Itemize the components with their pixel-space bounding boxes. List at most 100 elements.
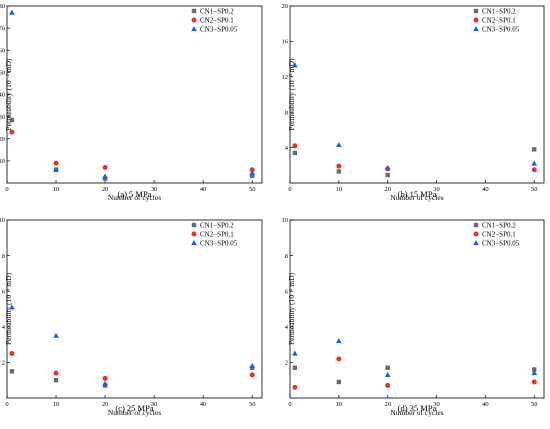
data-point [531, 167, 537, 173]
data-point [532, 147, 537, 152]
y-axis-title: Permeability (10⁻³ mD) [4, 58, 13, 131]
y-axis-title: Permeability (10⁻³ mD) [4, 272, 13, 345]
y-tick-label: 8 [2, 253, 5, 260]
data-point [53, 332, 59, 338]
legend-marker [473, 231, 479, 237]
y-tick-label: 4 [2, 324, 6, 331]
legend-marker [191, 222, 197, 228]
x-axis-title: Number of cycles [108, 193, 161, 202]
y-tick-label: 40 [0, 92, 5, 99]
data-point [292, 62, 298, 68]
x-tick-label: 40 [200, 401, 207, 408]
y-tick-label: 16 [282, 39, 289, 46]
data-point [335, 141, 342, 148]
y-tick-label: 2 [2, 360, 5, 367]
data-point [102, 176, 108, 181]
data-point [531, 370, 538, 376]
x-tick-label: 30 [433, 186, 440, 193]
y-tick-label: 12 [282, 74, 289, 81]
data-point [336, 169, 342, 174]
data-point [53, 370, 59, 376]
panel-caption: (b) 15 MPa [398, 189, 437, 199]
legend-label: CN1−SP0.2 [200, 8, 234, 16]
data-point [9, 351, 15, 356]
x-tick-label: 30 [433, 401, 440, 408]
data-point [9, 117, 15, 123]
legend-marker [191, 17, 197, 23]
y-tick-label: 6 [285, 288, 289, 295]
panel-caption: (d) 35 MPa [398, 403, 437, 413]
x-tick-label: 0 [288, 401, 291, 408]
data-point [292, 384, 298, 390]
data-point [249, 372, 255, 378]
legend-label: CN2−SP0.1 [482, 17, 516, 25]
plot-frame [289, 219, 545, 399]
legend-marker [191, 231, 197, 237]
x-tick-label: 50 [531, 186, 538, 193]
data-point [53, 378, 59, 383]
data-point [336, 163, 342, 169]
legend-label: CN1−SP0.2 [482, 8, 516, 16]
series-3 [9, 304, 256, 386]
legend-label: CN3−SP0.05 [482, 26, 520, 34]
series-2 [9, 351, 255, 381]
data-point [9, 9, 15, 15]
series-1 [292, 365, 537, 385]
x-tick-label: 0 [5, 401, 8, 408]
data-point [336, 379, 342, 385]
x-tick-label: 50 [249, 401, 256, 408]
y-tick-label: 60 [0, 47, 5, 54]
x-tick-label: 30 [151, 186, 158, 193]
legend-marker [473, 8, 479, 14]
data-point [9, 369, 15, 374]
data-point [249, 173, 255, 179]
x-tick-label: 10 [53, 186, 60, 193]
series-1 [9, 117, 255, 181]
y-tick-label: 70 [0, 25, 5, 32]
x-tick-label: 10 [336, 186, 343, 193]
series-3 [292, 62, 538, 171]
data-point [102, 173, 108, 179]
data-point [336, 356, 342, 362]
data-point [531, 160, 538, 166]
y-tick-label: 20 [0, 136, 5, 143]
y-tick-label: 10 [0, 158, 5, 165]
plot-frame [6, 219, 263, 399]
series-2 [292, 356, 537, 390]
y-tick-label: 20 [282, 3, 289, 10]
y-tick-label: 10 [282, 217, 289, 224]
legend-label: CN3−SP0.05 [200, 26, 238, 34]
x-tick-label: 50 [531, 401, 538, 408]
y-tick-label: 50 [0, 70, 5, 77]
legend-marker [191, 240, 197, 246]
data-point [249, 170, 256, 176]
x-axis-title: Number of cycles [390, 408, 443, 417]
legend-label: CN2−SP0.1 [200, 17, 234, 25]
data-point [385, 172, 390, 178]
data-point [53, 160, 59, 166]
y-tick-label: 4 [285, 145, 289, 152]
data-point [385, 383, 391, 389]
data-point [292, 150, 298, 156]
y-tick-label: 80 [0, 3, 5, 10]
x-tick-label: 40 [482, 186, 489, 193]
series-1 [292, 147, 537, 178]
data-point [385, 365, 390, 370]
y-tick-label: 10 [0, 217, 5, 224]
x-tick-label: 30 [151, 401, 158, 408]
legend-marker [473, 222, 479, 228]
y-tick-label: 6 [2, 288, 6, 295]
y-tick-label: 8 [285, 109, 288, 116]
x-tick-label: 20 [384, 186, 391, 193]
data-point [102, 375, 108, 381]
y-tick-label: 8 [285, 253, 288, 260]
data-point [292, 365, 298, 370]
legend-label: CN3−SP0.05 [482, 240, 520, 248]
legend-marker [191, 26, 197, 32]
